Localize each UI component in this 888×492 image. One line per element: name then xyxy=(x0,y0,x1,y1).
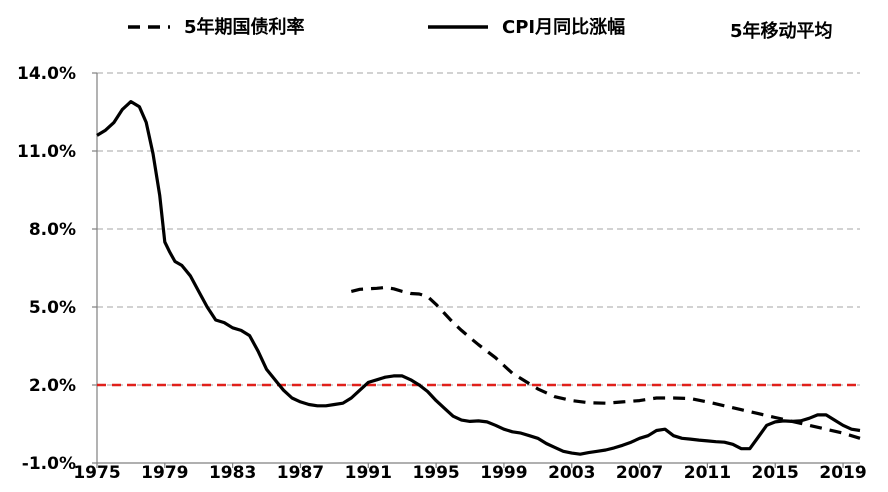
legend: 5年期国债利率 CPI月同比涨幅 5年移动平均 xyxy=(128,16,833,42)
series-line-1 xyxy=(96,99,861,456)
y-tick-label: 2.0% xyxy=(29,376,76,396)
y-tick-label: -1.0% xyxy=(22,454,76,474)
x-tick-label: 2007 xyxy=(616,463,663,483)
series-group xyxy=(96,99,861,456)
y-tick-label: 11.0% xyxy=(17,142,76,162)
grid-lines xyxy=(97,72,860,386)
y-tick-label: 8.0% xyxy=(29,220,76,240)
legend-note: 5年移动平均 xyxy=(730,20,833,42)
x-tick-label: 1999 xyxy=(480,463,527,483)
x-tick-label: 2019 xyxy=(819,463,866,483)
x-tick-label: 1979 xyxy=(141,463,188,483)
x-tick-label: 1995 xyxy=(412,463,459,483)
axes xyxy=(92,72,860,468)
x-tick-label: 1975 xyxy=(73,463,120,483)
series-line-0 xyxy=(350,285,861,440)
x-tick-label: 1983 xyxy=(209,463,256,483)
legend-label-1: CPI月同比涨幅 xyxy=(502,16,625,38)
x-tick-label: 2015 xyxy=(752,463,799,483)
y-tick-label: 14.0% xyxy=(17,64,76,84)
legend-label-0: 5年期国债利率 xyxy=(184,16,305,38)
x-tick-label: 2011 xyxy=(684,463,731,483)
y-tick-label: 5.0% xyxy=(29,298,76,318)
x-tick-label: 2003 xyxy=(548,463,595,483)
x-tick-label: 1987 xyxy=(277,463,324,483)
x-tick-label: 1991 xyxy=(345,463,392,483)
tick-labels: 14.0% 11.0% 8.0% 5.0% 2.0% -1.0%1975 1979 1983 1… xyxy=(17,64,867,483)
